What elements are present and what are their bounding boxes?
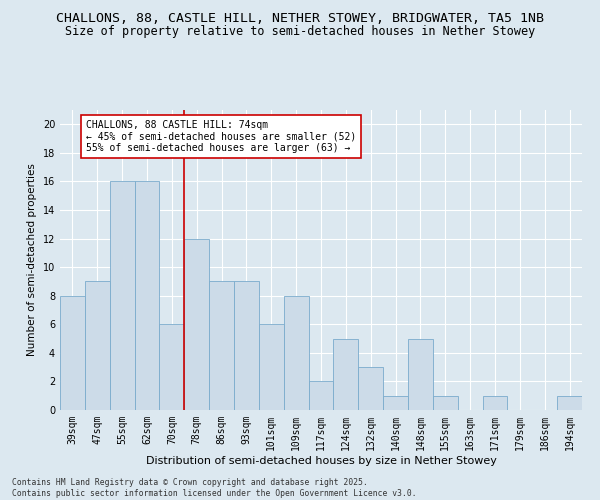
Bar [433, 396, 458, 410]
Bar [234, 282, 259, 410]
Bar [358, 367, 383, 410]
X-axis label: Distribution of semi-detached houses by size in Nether Stowey: Distribution of semi-detached houses by … [146, 456, 496, 466]
Text: Size of property relative to semi-detached houses in Nether Stowey: Size of property relative to semi-detach… [65, 25, 535, 38]
Bar [85, 282, 110, 410]
Bar [557, 396, 582, 410]
Y-axis label: Number of semi-detached properties: Number of semi-detached properties [27, 164, 37, 356]
Text: Contains HM Land Registry data © Crown copyright and database right 2025.
Contai: Contains HM Land Registry data © Crown c… [12, 478, 416, 498]
Text: CHALLONS, 88, CASTLE HILL, NETHER STOWEY, BRIDGWATER, TA5 1NB: CHALLONS, 88, CASTLE HILL, NETHER STOWEY… [56, 12, 544, 26]
Bar [60, 296, 85, 410]
Bar [184, 238, 209, 410]
Bar [334, 338, 358, 410]
Bar [482, 396, 508, 410]
Bar [284, 296, 308, 410]
Bar [383, 396, 408, 410]
Bar [408, 338, 433, 410]
Bar [308, 382, 334, 410]
Text: CHALLONS, 88 CASTLE HILL: 74sqm
← 45% of semi-detached houses are smaller (52)
5: CHALLONS, 88 CASTLE HILL: 74sqm ← 45% of… [86, 120, 356, 153]
Bar [110, 182, 134, 410]
Bar [209, 282, 234, 410]
Bar [160, 324, 184, 410]
Bar [134, 182, 160, 410]
Bar [259, 324, 284, 410]
